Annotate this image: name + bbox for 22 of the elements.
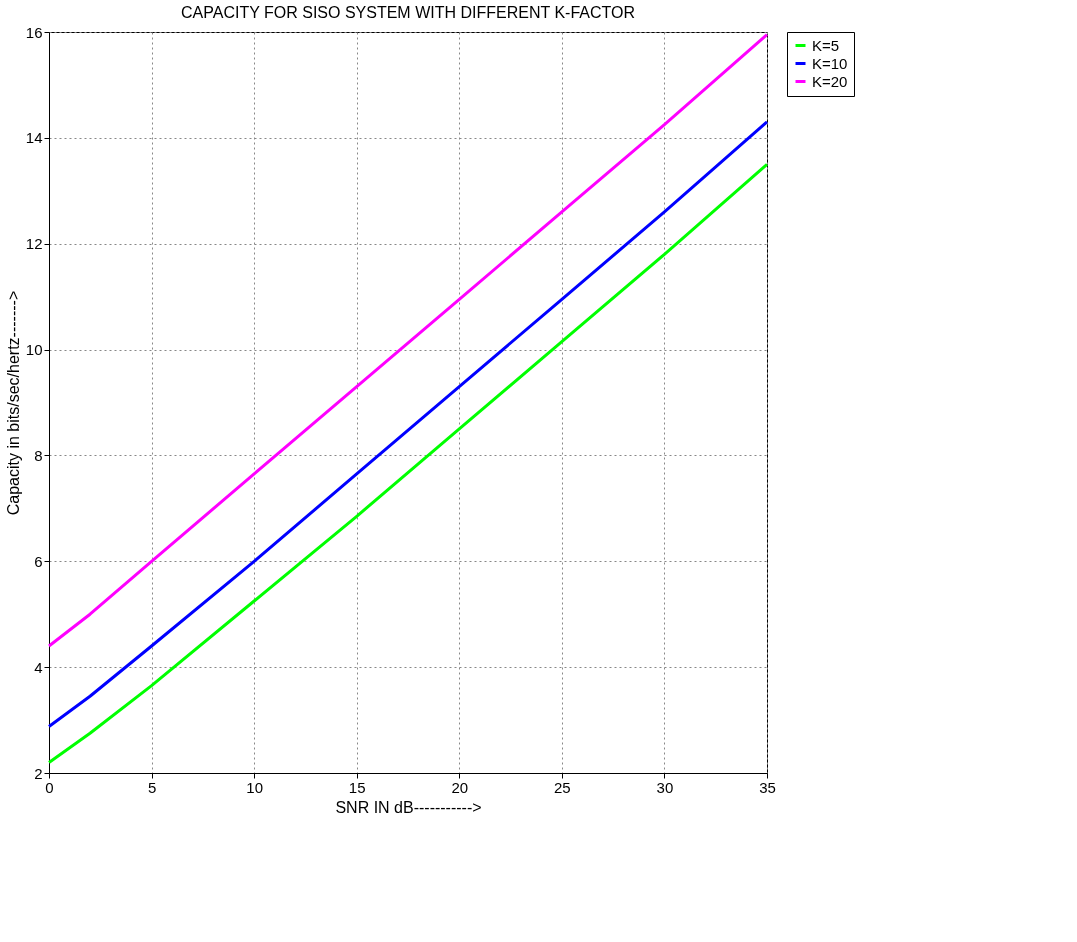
y-tick-label: 14 — [25, 129, 43, 147]
y-tick-label: 16 — [25, 23, 43, 41]
legend-label: K=20 — [812, 72, 848, 90]
y-tick-label: 12 — [25, 235, 43, 253]
y-tick-label: 6 — [34, 552, 43, 570]
y-tick-label: 2 — [34, 764, 43, 782]
y-axis-title: Capacity in bits/sec/hertz-------> — [4, 290, 22, 516]
x-tick-label: 30 — [656, 778, 674, 796]
y-tick-label: 10 — [25, 341, 43, 359]
legend-label: K=5 — [812, 36, 840, 54]
x-tick-label: 15 — [348, 778, 366, 796]
x-tick-label: 5 — [147, 778, 157, 796]
y-tick-label: 8 — [34, 446, 43, 464]
x-tick-label: 35 — [759, 778, 776, 796]
x-tick-label: 25 — [554, 778, 571, 796]
x-tick-label: 20 — [451, 778, 469, 796]
x-axis-title: SNR IN dB-----------> — [335, 798, 482, 816]
y-tick-label: 4 — [34, 658, 43, 676]
legend-label: K=10 — [812, 54, 848, 72]
x-tick-label: 10 — [246, 778, 263, 796]
x-tick-label: 0 — [45, 778, 54, 796]
chart-title: CAPACITY FOR SISO SYSTEM WITH DIFFERENT K-FACTOR — [181, 4, 635, 21]
